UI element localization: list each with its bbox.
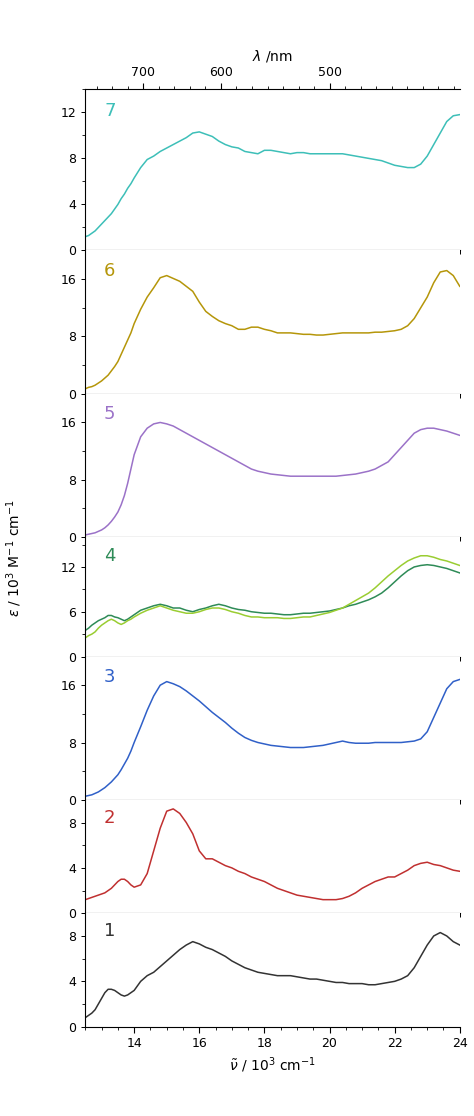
Text: 1: 1: [104, 922, 115, 941]
Text: 3: 3: [104, 668, 116, 686]
Text: 7: 7: [104, 103, 116, 121]
Text: $\varepsilon$ / 10$^3$ M$^{-1}$ cm$^{-1}$: $\varepsilon$ / 10$^3$ M$^{-1}$ cm$^{-1}…: [4, 499, 24, 617]
Text: 5: 5: [104, 405, 116, 423]
Text: 4: 4: [104, 547, 116, 565]
X-axis label: $\lambda$ /nm: $\lambda$ /nm: [252, 48, 293, 64]
Text: 2: 2: [104, 809, 116, 827]
Text: 6: 6: [104, 262, 115, 280]
X-axis label: $\tilde{\nu}$ / 10$^3$ cm$^{-1}$: $\tilde{\nu}$ / 10$^3$ cm$^{-1}$: [229, 1056, 316, 1076]
